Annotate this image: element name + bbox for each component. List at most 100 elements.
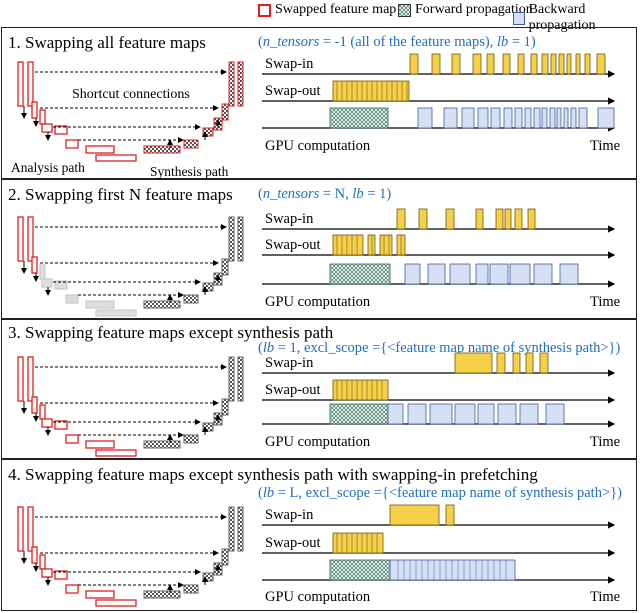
legend-label: Forward propagation [415,2,533,17]
swap-out-label: Swap-out [265,237,321,253]
decoder-feature-map [228,356,235,402]
backward-block [545,403,565,425]
synthesis-path-label: Synthesis path [150,164,229,179]
swap-in-block [584,53,591,75]
encoder-feature-map [17,356,24,402]
swap-in-block [454,352,493,374]
swap-in-block [525,352,534,374]
encoder-feature-map [95,449,137,457]
backward-block [541,107,548,129]
swap-out-block [332,379,389,401]
swap-in-block [541,53,549,75]
panel-params: (n_tensors = -1 (all of the feature maps… [258,34,536,50]
encoder-feature-map [95,309,137,317]
decoder-feature-map [221,103,229,121]
forward-block [329,559,391,581]
decoder-feature-map [221,398,229,416]
timeline-panel-2: Swap-in Swap-out GPU computation Time [262,208,620,310]
backward-block [449,263,471,285]
panel-title: 2. Swapping first N feature maps [8,185,233,204]
swap-in-block [445,208,455,230]
decoder-feature-map [228,216,235,262]
decoder-feature-map [143,300,181,309]
gpu-computation-label: GPU computation [265,589,371,605]
backward-block [489,263,509,285]
panel-title: 3. Swapping feature maps except synthesi… [8,323,334,342]
encoder-feature-map [65,584,79,594]
decoder-feature-map [237,216,244,262]
encoder-feature-map [54,420,68,430]
backward-block [477,403,495,425]
backward-block [407,403,427,425]
swap-in-label: Swap-in [265,507,314,523]
time-label: Time [590,138,620,154]
encoder-feature-map [39,109,46,125]
decoder-feature-map [228,61,235,107]
backward-block [475,263,489,285]
decoder-feature-map [237,356,244,402]
encoder-feature-map [39,554,46,570]
backward-block [556,107,562,129]
swap-in-block [451,53,461,75]
encoder-feature-map [85,300,115,309]
panel-title: 4. Swapping feature maps except synthesi… [8,465,538,484]
backward-block [597,107,615,129]
encoder-feature-map [17,506,24,552]
encoder-feature-map [31,546,38,564]
legend-item-backward: Backward propagation [513,2,640,34]
shortcut-connections-label: Shortcut connections [72,87,190,102]
backward-propagation-swatch [513,11,525,25]
backward-block [549,107,556,129]
encoder-feature-map [27,356,34,402]
decoder-feature-map [143,590,181,599]
backward-block [563,107,569,129]
backward-block [461,107,475,129]
swap-in-block [409,53,419,75]
swap-out-block [332,532,384,554]
forward-block [329,107,389,129]
timeline-panel-3: Swap-in Swap-out GPU computation Time [262,352,620,450]
backward-block [533,263,553,285]
encoder-feature-map [95,154,137,162]
swap-in-block [566,53,572,75]
backward-block [417,107,433,129]
panel-1: 1. Swapping all feature maps (n_tensors … [1,27,637,179]
backward-block [559,263,579,285]
backward-block [519,403,539,425]
panel-2: 2. Swapping first N feature maps (n_tens… [1,179,637,319]
swap-in-block [389,504,440,526]
encoder-feature-map [54,125,68,135]
swap-in-block [575,53,581,75]
swapped-feature-map-swatch [258,3,271,17]
decoder-feature-map [237,61,244,107]
decoder-feature-map [221,258,229,276]
encoder-feature-map [31,396,38,414]
encoder-feature-map [41,418,53,428]
swap-in-block [496,352,506,374]
swap-in-block [550,53,557,75]
swap-in-block [396,208,406,230]
unet-diagram-2 [17,216,244,317]
swap-in-label: Swap-in [265,211,314,227]
encoder-feature-map [27,61,34,107]
unet-diagram-4 [17,506,244,607]
panel-params: (lb = L, excl_scope ={<feature map name … [258,485,622,501]
swap-out-label: Swap-out [265,382,321,398]
gpu-computation-label: GPU computation [265,138,371,154]
legend-label: Backward propagation [528,2,596,33]
panel-title: 1. Swapping all feature maps [8,33,206,52]
backward-block [443,107,458,129]
forward-propagation-swatch [398,3,411,17]
backward-block [509,263,531,285]
timeline-panel-1: Swap-in Swap-out GPU computation Time [262,53,620,154]
swap-in-block [512,352,521,374]
decoder-feature-map [143,145,181,154]
swap-in-label: Swap-in [265,355,314,371]
swap-in-block [445,504,455,526]
timeline-panel-4: Swap-in Swap-out GPU computation Time [262,504,620,605]
backward-block [387,403,404,425]
swap-out-label: Swap-out [265,535,321,551]
backward-block [533,107,541,129]
decoder-feature-map [183,139,199,149]
